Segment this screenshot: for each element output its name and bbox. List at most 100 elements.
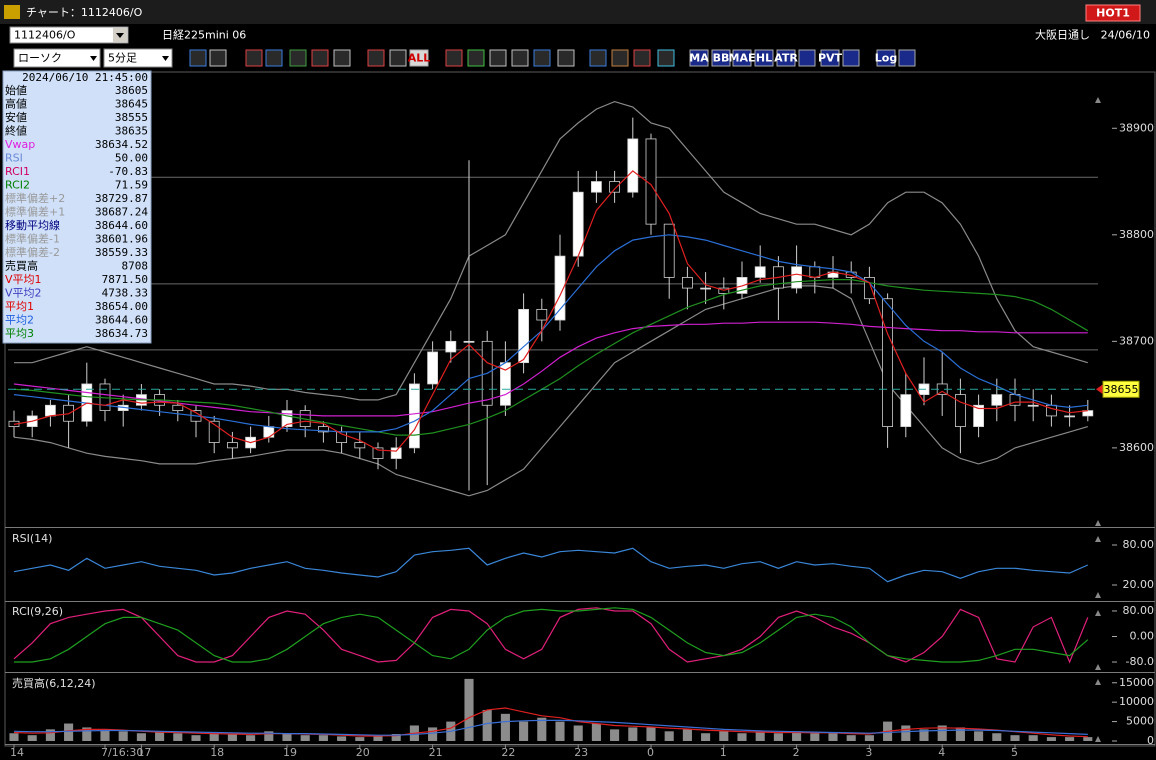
info-label: 売買高 <box>5 259 38 273</box>
y-tick-label: 38800 <box>1119 228 1154 241</box>
toolbar-icon[interactable] <box>689 49 709 67</box>
candle-body <box>317 426 329 433</box>
volume-bar <box>974 731 984 741</box>
info-label: 平均2 <box>5 314 34 327</box>
instrument-name: 日経225mini 06 <box>162 29 246 42</box>
volume-bar <box>373 735 383 741</box>
candle-body <box>700 287 712 290</box>
toolbar-icon[interactable] <box>367 49 385 67</box>
candle-body <box>882 298 894 427</box>
info-value: 38635 <box>115 125 148 138</box>
volume-bar <box>682 729 692 741</box>
info-label: 高値 <box>5 97 27 111</box>
info-value: 4738.33 <box>102 287 148 300</box>
candle-body <box>445 340 457 353</box>
x-tick-label: 18 <box>210 746 224 759</box>
hot-button[interactable] <box>1085 4 1141 22</box>
toolbar-icon[interactable] <box>876 49 896 67</box>
info-value: 7871.50 <box>102 273 148 286</box>
info-label: 標準偏差-2 <box>5 245 60 259</box>
toolbar-icon[interactable] <box>389 49 407 67</box>
indicator-line <box>13 607 1089 664</box>
toolbar-icon[interactable] <box>511 49 529 67</box>
toolbar-icon[interactable] <box>245 49 263 67</box>
toolbar-icon[interactable] <box>289 49 307 67</box>
info-value: 38654.00 <box>95 300 148 313</box>
candle-body <box>991 394 1003 406</box>
info-label: 標準偏差+1 <box>5 205 65 219</box>
volume-bar <box>118 731 128 741</box>
toolbar-icon[interactable] <box>776 49 796 67</box>
toolbar-icon[interactable] <box>633 49 651 67</box>
scroll-arrows[interactable] <box>1095 97 1101 742</box>
dropdown-arrow <box>162 56 169 61</box>
y-tick-label: 38900 <box>1119 121 1154 134</box>
panel-title: RSI(14) <box>12 532 52 545</box>
toolbar-icon[interactable] <box>489 49 507 67</box>
candle-body <box>663 223 675 278</box>
volume-bar <box>828 733 838 741</box>
candle-body <box>536 308 548 321</box>
moving-average-line <box>13 234 1088 433</box>
candle-body <box>390 447 402 459</box>
volume-bar <box>1065 737 1075 741</box>
x-tick-label: 1 <box>720 746 727 759</box>
volume-bar <box>464 678 474 741</box>
window-title: チャート：1112406/O <box>26 6 143 19</box>
x-tick-label: 4 <box>938 746 945 759</box>
toolbar-icon[interactable] <box>754 49 774 67</box>
volume-bar <box>500 713 510 741</box>
interval-dropdown[interactable] <box>103 48 173 68</box>
volume-bar <box>428 727 438 741</box>
y-tick-label: 10000 <box>1119 695 1154 708</box>
y-tick-label: 38700 <box>1119 334 1154 347</box>
toolbar-icon[interactable] <box>533 49 551 67</box>
x-tick-label: 14 <box>10 746 24 759</box>
y-tick-label: 15000 <box>1119 676 1154 689</box>
x-tick-label: 3 <box>865 746 872 759</box>
candle-body <box>627 138 639 193</box>
toolbar-icon[interactable] <box>189 49 207 67</box>
volume-bar <box>573 725 583 741</box>
info-label: 移動平均線 <box>5 218 60 232</box>
volume-bar <box>846 735 856 741</box>
toolbar-icon[interactable] <box>265 49 283 67</box>
chart-type-dropdown[interactable] <box>13 48 101 68</box>
toolbar: ローソク 5分足 ALL MA BB MAE HL ATR PVT Log <box>0 46 1156 70</box>
panel-title: 売買高(6,12,24) <box>12 676 96 690</box>
toolbar-icon[interactable] <box>333 49 351 67</box>
candle-body <box>44 404 56 417</box>
toolbar-icon[interactable] <box>798 49 816 67</box>
x-tick-label: 17 <box>137 746 151 759</box>
toolbar-icon[interactable] <box>589 49 607 67</box>
volume-bar <box>300 735 310 741</box>
toolbar-icon[interactable] <box>898 49 916 67</box>
toolbar-icon[interactable] <box>657 49 675 67</box>
info-value: -70.83 <box>108 165 148 178</box>
toolbar-icon[interactable] <box>842 49 860 67</box>
info-value: 8708 <box>122 260 149 273</box>
market: 大阪日通し <box>1035 28 1090 42</box>
toolbar-icon[interactable] <box>209 49 227 67</box>
symbol-dropdown[interactable] <box>9 26 129 44</box>
volume-average-line <box>13 707 1088 738</box>
volume-bar <box>318 735 328 741</box>
info-label: RCI2 <box>5 179 30 192</box>
toolbar-icon[interactable] <box>611 49 629 67</box>
toolbar-icon[interactable] <box>409 49 429 67</box>
volume-bar <box>100 729 110 741</box>
title-bar <box>0 0 1156 24</box>
dropdown-arrow <box>90 56 97 61</box>
toolbar-icon[interactable] <box>445 49 463 67</box>
toolbar-icon[interactable] <box>820 49 840 67</box>
y-tick-label: -80.0 <box>1126 655 1154 668</box>
volume-bar <box>173 733 183 741</box>
toolbar-icon[interactable] <box>711 49 731 67</box>
toolbar-icon[interactable] <box>732 49 752 67</box>
toolbar-icon[interactable] <box>467 49 485 67</box>
toolbar-icon[interactable] <box>311 49 329 67</box>
candle-body <box>408 383 420 449</box>
toolbar-icon[interactable] <box>557 49 575 67</box>
x-tick-label: 5 <box>1011 746 1018 759</box>
info-value: 38634.52 <box>95 138 148 151</box>
